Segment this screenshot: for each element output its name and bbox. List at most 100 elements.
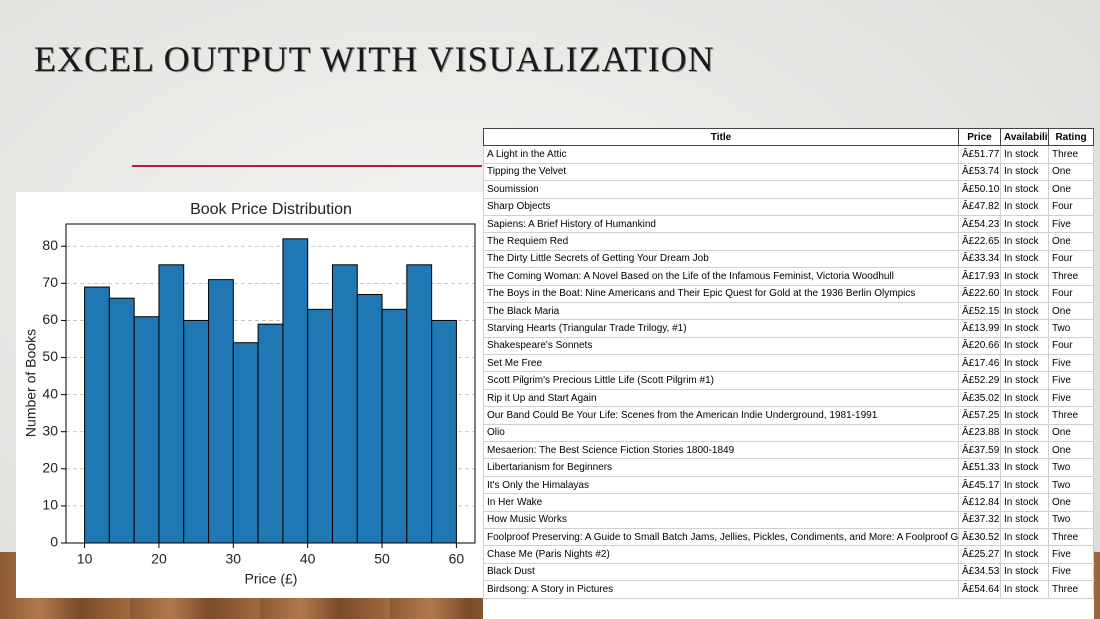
bar [381,308,408,544]
y-tick-label: 40 [42,385,58,401]
table-cell: The Boys in the Boat: Nine Americans and… [483,284,959,303]
table-cell: Â£37.32 [958,510,1001,529]
bar [108,297,135,544]
table-cell: In stock [1000,267,1049,286]
table-row: Chase Me (Paris Nights #2) Â£25.27 In stoc… [483,545,1094,564]
table-cell: Â£37.59 [958,441,1001,460]
table-cell: Four [1048,284,1094,303]
table-cell: Libertarianism for Beginners [483,458,959,477]
table-row: Sharp Objects Â£47.82 In stock Four [483,197,1094,216]
table-cell: Â£54.64 [958,580,1001,599]
table-cell: Â£52.15 [958,301,1001,321]
table-row: The Black Maria Â£52.15 In stock One [483,301,1094,321]
x-axis-label: Price (£) [245,571,298,587]
y-tick-label: 30 [42,422,58,438]
column-header: Title [483,128,959,147]
table-row: Mesaerion: The Best Science Fiction Stor… [483,441,1094,460]
bar [208,279,234,544]
table-cell: Â£17.93 [958,267,1001,286]
table-cell: Â£35.02 [958,388,1001,408]
table-cell: One [1048,162,1094,182]
table-row: Libertarianism for Beginners Â£51.33 In st… [483,458,1094,477]
table-cell: Â£45.17 [958,475,1001,495]
divider [132,165,482,167]
table-cell: In stock [1000,145,1049,164]
y-tick-label: 0 [50,534,58,550]
table-cell: Â£54.23 [958,214,1001,234]
table-cell: Â£23.88 [958,423,1001,443]
y-tick-label: 50 [42,348,58,364]
table-cell: In stock [1000,336,1049,356]
y-tick-label: 80 [42,237,58,253]
bar [406,264,433,544]
table-cell: Three [1048,580,1094,599]
table-cell: In stock [1000,580,1049,599]
table-cell: In stock [1000,545,1049,564]
table-cell: One [1048,232,1094,251]
table-cell: Â£20.66 [958,336,1001,356]
chart: Book Price Distribution Price (£) Number… [16,192,483,598]
bar [232,342,259,544]
table-cell: Â£12.84 [958,493,1001,512]
table-cell: Soumission [483,180,959,199]
table-cell: Chase Me (Paris Nights #2) [483,545,959,564]
table-cell: Four [1048,197,1094,216]
table-cell: One [1048,423,1094,443]
table-cell: Our Band Could Be Your Life: Scenes from… [483,406,959,425]
table-cell: Â£22.60 [958,284,1001,303]
table-row: Set Me Free Â£17.46 In stock Five [483,354,1094,373]
table-cell: A Light in the Attic [483,145,959,164]
table-cell: Â£51.33 [958,458,1001,477]
table-body: A Light in the Attic Â£51.77 In stock Three… [483,145,1094,599]
table-cell: Five [1048,545,1094,564]
table-cell: Rip it Up and Start Again [483,388,959,408]
table-cell: In stock [1000,197,1049,216]
table-cell: Â£17.46 [958,354,1001,373]
x-tick-label: 10 [77,551,93,567]
table-cell: Sharp Objects [483,197,959,216]
table-cell: One [1048,301,1094,321]
table-cell: In stock [1000,284,1049,303]
table-cell: The Dirty Little Secrets of Getting Your… [483,249,959,269]
table-cell: Sapiens: A Brief History of Humankind [483,214,959,234]
x-tick-label: 40 [300,551,316,567]
table-cell: Black Dust [483,562,959,582]
table-cell: Three [1048,145,1094,164]
bar [431,319,457,544]
x-tick-label: 30 [226,551,242,567]
table-cell: Â£47.82 [958,197,1001,216]
table-cell: Two [1048,475,1094,495]
table-row: Shakespeare's Sonnets Â£20.66 In stock Four [483,336,1094,356]
x-tick-label: 50 [374,551,390,567]
plot-frame [65,223,476,544]
table-cell: In stock [1000,441,1049,460]
table-cell: In Her Wake [483,493,959,512]
table-cell: In stock [1000,354,1049,373]
header-row: TitlePriceAvailabilityRating [483,128,1094,147]
table-cell: In stock [1000,475,1049,495]
table-row: Rip it Up and Start Again Â£35.02 In stock… [483,388,1094,408]
table: TitlePriceAvailabilityRating A Light in … [483,128,1094,619]
y-tick-label: 70 [42,274,58,290]
table-row: Birdsong: A Story in Pictures Â£54.64 In s… [483,580,1094,599]
table-cell: Two [1048,458,1094,477]
table-cell: Five [1048,371,1094,390]
x-tick-label: 60 [449,551,465,567]
table-cell: The Black Maria [483,301,959,321]
table-cell: In stock [1000,562,1049,582]
table-cell: Five [1048,562,1094,582]
table-cell: It's Only the Himalayas [483,475,959,495]
table-row: Foolproof Preserving: A Guide to Small B… [483,527,1094,547]
table-cell: Scott Pilgrim's Precious Little Life (Sc… [483,371,959,390]
table-cell: Four [1048,336,1094,356]
y-tick-label: 20 [42,460,58,476]
table-row: Black Dust Â£34.53 In stock Five [483,562,1094,582]
table-cell: Tipping the Velvet [483,162,959,182]
table-cell: Â£50.10 [958,180,1001,199]
table-row: Scott Pilgrim's Precious Little Life (Sc… [483,371,1094,390]
table-cell: Â£33.34 [958,249,1001,269]
table-cell: Mesaerion: The Best Science Fiction Stor… [483,441,959,460]
table-cell: Â£30.52 [958,527,1001,547]
y-tick-label: 10 [42,497,58,513]
